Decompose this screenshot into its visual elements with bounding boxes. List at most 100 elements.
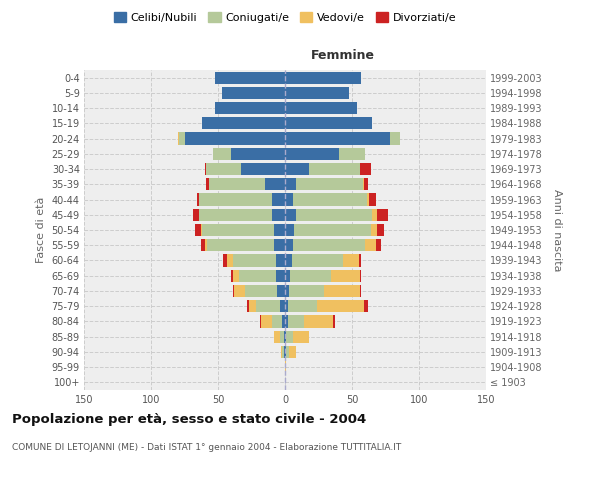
Bar <box>360 163 371 175</box>
Bar <box>285 194 293 205</box>
Bar <box>285 285 289 297</box>
Bar <box>285 178 296 190</box>
Bar <box>274 330 280 343</box>
Bar <box>377 224 384 236</box>
Bar <box>285 117 372 130</box>
Bar <box>286 346 289 358</box>
Bar <box>249 300 256 312</box>
Bar <box>200 239 205 252</box>
Bar <box>275 254 285 266</box>
Bar <box>389 132 400 144</box>
Bar <box>293 239 365 252</box>
Bar <box>280 300 285 312</box>
Bar <box>285 330 286 343</box>
Bar <box>232 270 233 282</box>
Bar <box>265 178 285 190</box>
Bar <box>324 285 360 297</box>
Bar <box>285 270 290 282</box>
Bar <box>179 132 185 144</box>
Bar <box>223 254 227 266</box>
Bar <box>296 178 363 190</box>
Bar <box>209 178 265 190</box>
Bar <box>199 194 272 205</box>
Bar <box>286 330 293 343</box>
Bar <box>281 346 283 358</box>
Bar <box>205 163 206 175</box>
Bar <box>285 208 296 221</box>
Bar <box>232 148 285 160</box>
Bar <box>272 316 283 328</box>
Bar <box>360 285 361 297</box>
Bar <box>260 316 261 328</box>
Text: COMUNE DI LETOJANNI (ME) - Dati ISTAT 1° gennaio 2004 - Elaborazione TUTTITALIA.: COMUNE DI LETOJANNI (ME) - Dati ISTAT 1°… <box>12 442 401 452</box>
Bar <box>293 330 309 343</box>
Bar <box>365 239 376 252</box>
Bar <box>212 148 232 160</box>
Bar <box>247 300 249 312</box>
Bar <box>272 208 285 221</box>
Bar <box>285 239 293 252</box>
Bar <box>193 208 199 221</box>
Bar <box>227 254 233 266</box>
Bar <box>233 270 239 282</box>
Bar <box>272 194 285 205</box>
Bar <box>304 316 333 328</box>
Bar <box>285 300 287 312</box>
Bar <box>333 316 335 328</box>
Bar <box>285 316 287 328</box>
Bar <box>285 132 389 144</box>
Bar <box>372 208 377 221</box>
Bar <box>261 316 272 328</box>
Bar <box>207 239 274 252</box>
Bar <box>285 346 286 358</box>
Bar <box>245 285 277 297</box>
Bar <box>364 300 368 312</box>
Bar <box>287 316 304 328</box>
Bar <box>215 102 285 114</box>
Bar <box>202 224 274 236</box>
Bar <box>200 224 202 236</box>
Bar <box>222 87 285 99</box>
Bar <box>296 208 372 221</box>
Legend: Celibi/Nubili, Coniugati/e, Vedovi/e, Divorziati/e: Celibi/Nubili, Coniugati/e, Vedovi/e, Di… <box>109 8 461 28</box>
Bar <box>241 163 285 175</box>
Bar <box>277 285 285 297</box>
Y-axis label: Fasce di età: Fasce di età <box>36 197 46 263</box>
Bar <box>274 224 285 236</box>
Text: Popolazione per età, sesso e stato civile - 2004: Popolazione per età, sesso e stato civil… <box>12 412 366 426</box>
Bar <box>289 346 296 358</box>
Bar <box>285 87 349 99</box>
Bar <box>195 224 200 236</box>
Bar <box>285 102 358 114</box>
Bar <box>256 300 280 312</box>
Bar <box>364 178 368 190</box>
Bar <box>233 285 234 297</box>
Bar <box>309 163 360 175</box>
Bar <box>359 254 361 266</box>
Bar <box>363 178 364 190</box>
Bar <box>283 346 284 358</box>
Bar <box>199 208 272 221</box>
Bar <box>370 194 376 205</box>
Bar <box>343 254 359 266</box>
Bar <box>371 224 377 236</box>
Bar <box>239 270 275 282</box>
Bar <box>206 163 241 175</box>
Bar <box>215 72 285 84</box>
Bar <box>285 72 361 84</box>
Bar <box>290 270 331 282</box>
Bar <box>295 224 371 236</box>
Bar <box>234 285 245 297</box>
Y-axis label: Anni di nascita: Anni di nascita <box>553 188 562 271</box>
Bar <box>283 316 285 328</box>
Bar <box>197 194 199 205</box>
Bar <box>280 330 284 343</box>
Bar <box>285 224 295 236</box>
Bar <box>275 270 285 282</box>
Bar <box>367 194 370 205</box>
Bar <box>284 346 285 358</box>
Bar <box>202 117 285 130</box>
Bar <box>233 254 275 266</box>
Bar <box>285 163 309 175</box>
Bar <box>331 270 360 282</box>
